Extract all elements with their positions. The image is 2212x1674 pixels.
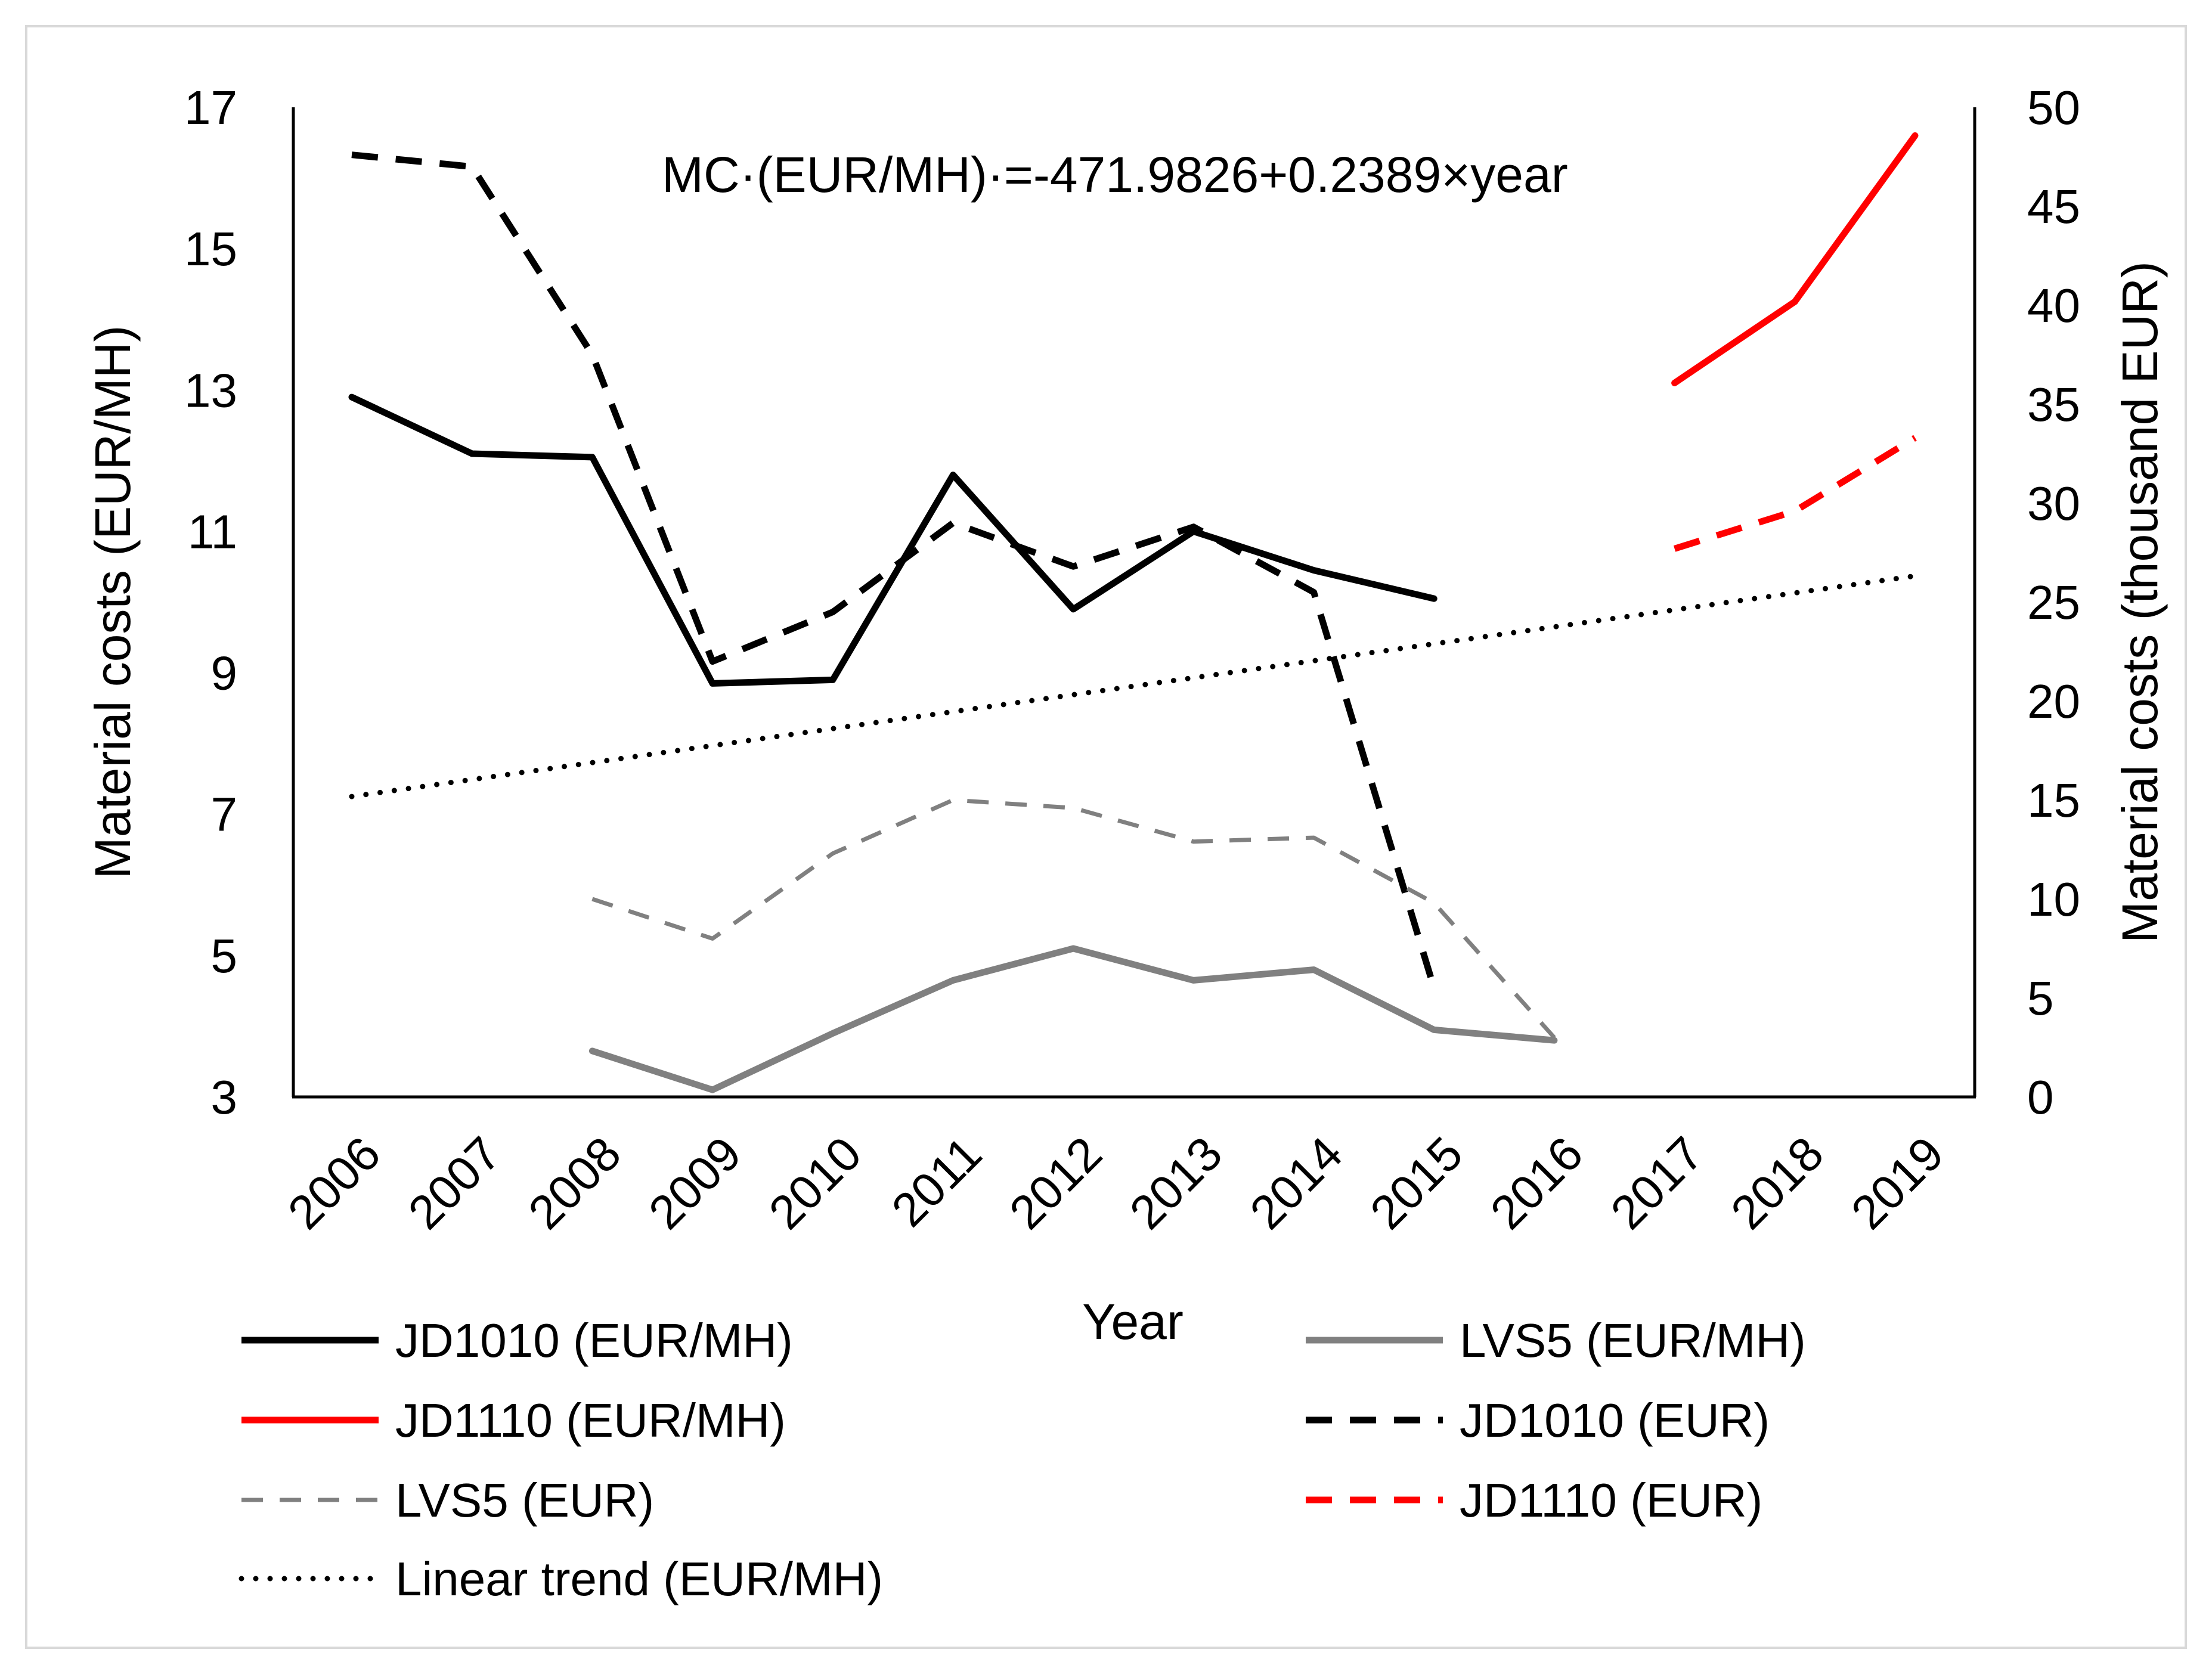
- legend-label: LVS5 (EUR/MH): [1460, 1314, 1806, 1367]
- x-tick-label: 2008: [518, 1127, 631, 1239]
- series-line-jd1010-eur: [351, 151, 1438, 989]
- left-y-tick-label: 11: [188, 505, 237, 558]
- left-y-tick-label: 9: [211, 647, 238, 700]
- legend-label: LVS5 (EUR): [395, 1474, 654, 1527]
- right-y-tick-labels: 0 5 10 15 20 25 30 35 40 45 50: [2027, 81, 2080, 1124]
- right-y-axis-label: Material costs (thousand EUR): [2112, 261, 2168, 943]
- right-y-tick-label: 35: [2027, 378, 2080, 431]
- series-line-lvs5-eur-mh: [588, 945, 1558, 1093]
- legend-item: JD1010 (EUR/MH): [241, 1314, 793, 1367]
- x-tick-label: 2015: [1360, 1127, 1473, 1239]
- chart-legend: JD1010 (EUR/MH) LVS5 (EUR/MH) JD1110 (EUR/…: [238, 1314, 1806, 1605]
- x-tick-label: 2019: [1841, 1127, 1954, 1239]
- x-tick-label: 2007: [398, 1127, 511, 1239]
- left-y-tick-label: 13: [184, 364, 237, 417]
- right-y-tick-label: 10: [2027, 873, 2080, 926]
- legend-item: Linear trend (EUR/MH): [238, 1552, 883, 1605]
- legend-label: JD1010 (EUR): [1460, 1394, 1770, 1447]
- left-y-tick-label: 17: [184, 81, 237, 134]
- legend-label: Linear trend (EUR/MH): [395, 1552, 883, 1605]
- left-y-tick-label: 7: [211, 788, 238, 841]
- series-line-jd1110-eur-mh: [1671, 132, 1919, 386]
- right-y-tick-label: 40: [2027, 279, 2080, 332]
- legend-label: JD1110 (EUR): [1460, 1474, 1762, 1527]
- x-tick-labels: 2006 2007 2008 2009 2010 2011 2012 2013 2014 2015…: [278, 1127, 1954, 1239]
- legend-label: JD1110 (EUR/MH): [395, 1394, 786, 1447]
- left-y-tick-labels: 3 5 7 9 11 13 15 17: [184, 81, 237, 1124]
- legend-item: JD1110 (EUR/MH): [241, 1394, 786, 1447]
- figure-frame: [25, 25, 2187, 1649]
- legend-item: LVS5 (EUR): [241, 1474, 654, 1527]
- x-tick-label: 2013: [1120, 1127, 1232, 1239]
- right-y-tick-label: 15: [2027, 774, 2080, 827]
- right-y-tick-label: 20: [2027, 675, 2080, 728]
- left-y-tick-label: 3: [211, 1071, 238, 1124]
- x-tick-label: 2012: [999, 1127, 1112, 1239]
- right-y-tick-label: 5: [2027, 972, 2054, 1025]
- legend-item: LVS5 (EUR/MH): [1306, 1314, 1806, 1367]
- x-tick-label: 2016: [1480, 1127, 1593, 1239]
- trend-equation-annotation: MC·(EUR/MH)·=-471.9826+0.2389×year: [662, 147, 1568, 203]
- x-tick-label: 2014: [1240, 1127, 1353, 1239]
- left-y-axis-label: Material costs (EUR/MH): [85, 326, 141, 879]
- series-line-jd1110-eur: [1673, 435, 1917, 552]
- series-layer: [348, 132, 1919, 1093]
- x-axis-label: Year: [1082, 1294, 1184, 1350]
- x-tick-label: 2006: [278, 1127, 391, 1239]
- right-y-tick-label: 25: [2027, 576, 2080, 629]
- x-tick-label: 2017: [1601, 1127, 1714, 1239]
- x-tick-label: 2009: [639, 1127, 751, 1239]
- right-y-tick-label: 50: [2027, 81, 2080, 134]
- right-y-tick-label: 45: [2027, 180, 2080, 233]
- chart-axes: [292, 107, 1976, 1099]
- legend-item: JD1010 (EUR): [1306, 1394, 1770, 1447]
- series-line-jd1010-eur-mh: [348, 393, 1438, 687]
- left-y-tick-label: 5: [211, 929, 238, 982]
- left-y-tick-label: 15: [184, 222, 237, 275]
- right-y-tick-label: 0: [2027, 1071, 2054, 1124]
- legend-label: JD1010 (EUR/MH): [395, 1314, 793, 1367]
- series-line-linear-trend-eur-mh: [349, 573, 1918, 799]
- x-tick-label: 2010: [759, 1127, 872, 1239]
- right-y-tick-label: 30: [2027, 477, 2080, 530]
- x-tick-label: 2011: [882, 1127, 992, 1237]
- legend-item: JD1110 (EUR): [1306, 1474, 1762, 1527]
- x-tick-label: 2018: [1721, 1127, 1833, 1239]
